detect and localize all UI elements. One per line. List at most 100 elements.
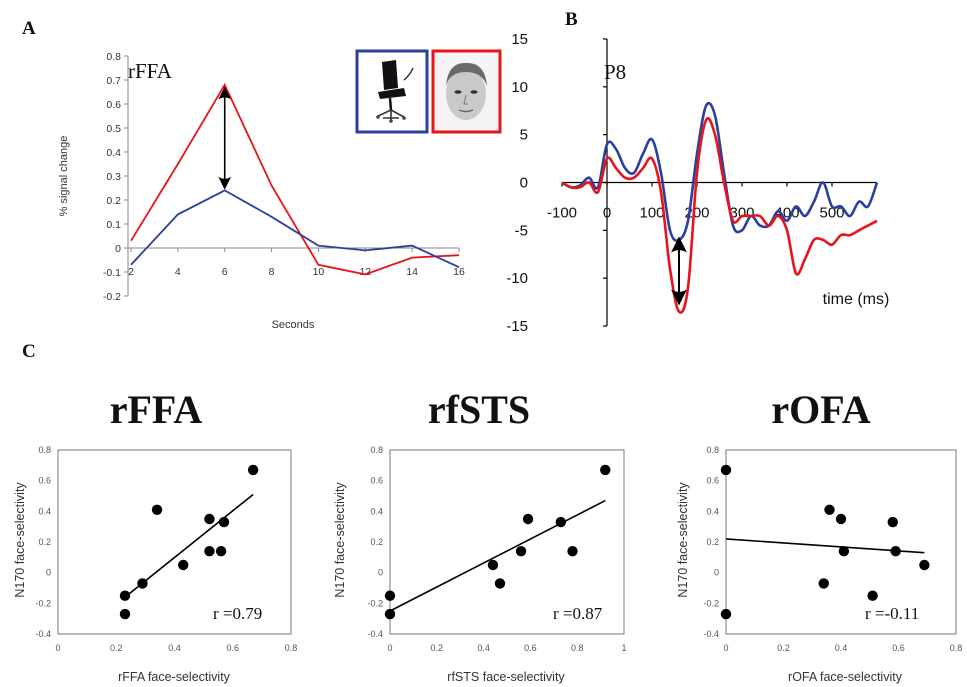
scatter-point: [137, 578, 148, 589]
panel-a-ytick-label: -0.2: [103, 291, 121, 303]
panel-a-xlabel: Seconds: [272, 319, 315, 331]
panel-a-ytick-label: 0.2: [106, 195, 121, 207]
scatter-point: [867, 590, 878, 601]
scatter-rfsts-ylabel: N170 face-selectivity: [333, 482, 347, 598]
scatter-xtick-label: 0.6: [524, 643, 537, 653]
scatter-xtick-label: 0.2: [110, 643, 123, 653]
scatter-point: [887, 516, 898, 528]
panel-a-plot: [130, 82, 460, 276]
scatter-point: [215, 546, 227, 557]
scatter-ytick-label: 0.2: [38, 537, 51, 547]
scatter-point: [890, 546, 901, 557]
scatter-ytick-label: 0.8: [38, 445, 51, 455]
scatter-point: [720, 464, 732, 476]
panel-a-ytick-label: 0.5: [106, 123, 121, 135]
scatter-rffa-axes: -0.4 -0.2 0 0.2 0.4 0.6 0.8 0 0.2 0.4 0.6 0.8: [35, 445, 297, 653]
scatter-rfsts-axes: -0.4 -0.2 0 0.2 0.4 0.6 0.8 0 0.2 0.4 0.6 0.8 1: [367, 445, 626, 653]
scatter-xtick-label: 0.2: [431, 643, 444, 653]
scatter-ytick-label: 0.6: [370, 476, 383, 486]
panel-a-ytick-label: 0.1: [106, 219, 121, 231]
panel-b-xtick-label: 500: [819, 205, 844, 222]
scatter-rfsts: N170 face-selectivity rfSTS face-selecti…: [333, 445, 627, 684]
panel-label-b: B: [565, 9, 578, 30]
scatter-point: [824, 504, 835, 515]
panel-a-series-line-0: [130, 82, 460, 276]
scatter-xtick-label: 0.8: [950, 643, 963, 653]
scatter-ytick-label: 0.8: [706, 445, 719, 455]
scatter-point: [119, 608, 131, 620]
scatter-ytick-label: 0.6: [38, 476, 51, 486]
scatter-point: [494, 578, 506, 589]
panel-a-ytick-label: 0.8: [106, 51, 121, 63]
scatter-rffa-r-value: r =0.79: [213, 604, 262, 623]
scatter-ytick-label: 0: [46, 568, 51, 578]
panel-b-series-line-1: [561, 117, 878, 314]
chair-stimulus-image: [355, 49, 429, 134]
scatter-point: [515, 546, 527, 557]
scatter-xtick-label: 0.6: [226, 643, 239, 653]
panel-b-ytick-label: -15: [506, 318, 528, 335]
panel-b-ytick-label: 10: [511, 79, 528, 96]
scatter-xtick-label: 0: [55, 643, 60, 653]
scatter-point: [522, 513, 534, 525]
panel-b-xtick-label: -100: [547, 205, 577, 222]
panel-a-ytick-label: 0.3: [106, 171, 121, 183]
scatter-rffa-frame: [57, 449, 292, 635]
panel-a-ytick-label: 0: [115, 243, 121, 255]
scatter-ytick-label: -0.2: [703, 598, 719, 608]
panel-label-a: A: [22, 18, 36, 39]
panel-b-xtick-label: 100: [639, 205, 664, 222]
scatter-point: [835, 513, 847, 525]
panel-a-series-line-1: [130, 189, 460, 269]
panel-a-axes: -0.2 -0.1 0 0.1 0.2 0.3 0.4 0.5 0.6 0.7 0.8 2 4 6 8 10 1…: [103, 51, 465, 303]
scatter-point: [567, 546, 578, 557]
scatter-point: [818, 578, 829, 589]
panel-a-ylabel: % signal change: [58, 136, 70, 217]
scatter-xtick-label: 0.4: [835, 643, 848, 653]
panel-b-plot: [561, 101, 879, 314]
scatter-ytick-label: 0: [714, 568, 719, 578]
panel-a-xtick-label: 4: [175, 266, 181, 278]
scatter-xtick-label: 0.8: [571, 643, 584, 653]
scatter-ytick-label: 0.4: [706, 506, 719, 516]
scatter-point: [555, 516, 567, 528]
scatter-rofa-ylabel: N170 face-selectivity: [676, 482, 690, 598]
panel-b-ytick-label: -10: [506, 270, 528, 287]
panel-a-xtick-label: 12: [359, 266, 371, 278]
scatter-xtick-label: 0.4: [168, 643, 181, 653]
scatter-1-title: rFFA: [110, 387, 203, 432]
panel-b-ytick-label: 15: [511, 31, 528, 48]
scatter-point: [151, 504, 163, 515]
panel-a-ytick-label: 0.4: [106, 147, 121, 159]
scatter-rfsts-r-value: r =0.87: [553, 604, 603, 623]
scatter-xtick-label: 0: [387, 643, 392, 653]
panel-b-xtick-label: 0: [603, 205, 611, 222]
panel-label-c: C: [22, 341, 36, 362]
scatter-ytick-label: 0.2: [370, 537, 383, 547]
scatter-rfsts-xlabel: rfSTS face-selectivity: [447, 670, 565, 684]
panel-a-xtick-label: 10: [313, 266, 325, 278]
scatter-ytick-label: -0.2: [367, 598, 383, 608]
scatter-xtick-label: 0.8: [285, 643, 298, 653]
scatter-point: [720, 608, 732, 620]
scatter-ytick-label: -0.4: [367, 629, 383, 639]
scatter-rffa-plot: [119, 464, 259, 620]
scatter-point: [384, 608, 396, 620]
panel-a-xtick-label: 6: [222, 266, 228, 278]
scatter-3-title: rOFA: [771, 387, 870, 432]
scatter-rofa-frame: [725, 449, 957, 635]
scatter-point: [838, 546, 850, 557]
scatter-rfsts-plot: [384, 464, 611, 620]
panel-a-ytick-label: -0.1: [103, 267, 121, 279]
scatter-point: [600, 464, 611, 476]
scatter-ytick-label: -0.2: [35, 598, 51, 608]
panel-a-title: rFFA: [128, 59, 173, 83]
scatter-point: [247, 464, 259, 476]
scatter-point: [119, 590, 131, 601]
scatter-rffa-xlabel: rFFA face-selectivity: [118, 670, 231, 684]
panel-a-xtick-label: 16: [453, 266, 465, 278]
scatter-point: [487, 559, 499, 571]
scatter-rofa-xlabel: rOFA face-selectivity: [788, 670, 903, 684]
panel-a-ytick-label: 0.7: [106, 75, 121, 87]
